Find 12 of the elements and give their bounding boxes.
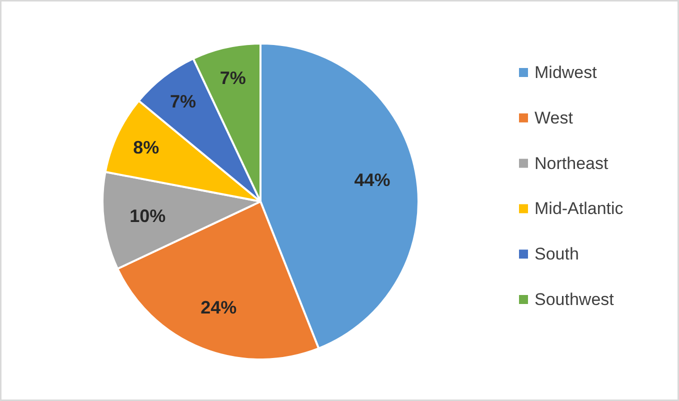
legend-label: Midwest: [534, 63, 598, 82]
legend-label: Southwest: [534, 290, 614, 309]
legend-label: West: [534, 108, 574, 128]
legend-label: South: [534, 244, 579, 264]
data-label: 10%: [130, 206, 166, 226]
data-label: 8%: [133, 138, 160, 158]
data-label: 24%: [200, 297, 237, 318]
legend-label: Mid-Atlantic: [534, 199, 624, 218]
legend-label: Northeast: [534, 154, 608, 173]
data-label: 44%: [354, 170, 390, 190]
data-label: 7%: [170, 92, 196, 112]
data-label: 7%: [220, 68, 246, 88]
